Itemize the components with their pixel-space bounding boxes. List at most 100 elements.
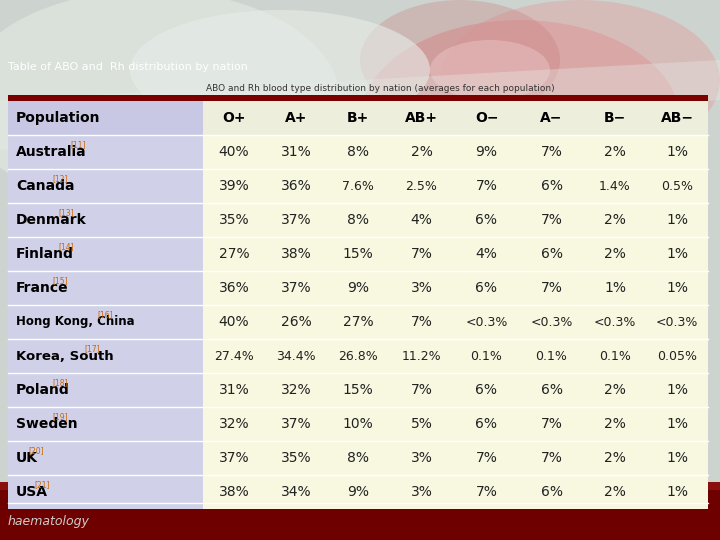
Text: [14]: [14] (58, 242, 73, 251)
Text: 7%: 7% (541, 451, 562, 465)
FancyBboxPatch shape (203, 407, 265, 441)
Text: <0.3%: <0.3% (656, 315, 698, 328)
Ellipse shape (360, 20, 680, 220)
Text: 1%: 1% (666, 383, 688, 397)
Text: 2%: 2% (604, 417, 626, 431)
Text: 7%: 7% (476, 451, 498, 465)
Text: 2%: 2% (604, 213, 626, 227)
Text: 2%: 2% (604, 485, 626, 499)
Text: 6%: 6% (475, 281, 498, 295)
FancyBboxPatch shape (327, 237, 389, 271)
FancyBboxPatch shape (584, 203, 646, 237)
FancyBboxPatch shape (8, 203, 203, 237)
Text: 7%: 7% (410, 383, 433, 397)
Text: 7.6%: 7.6% (342, 179, 374, 192)
FancyBboxPatch shape (327, 339, 389, 373)
FancyBboxPatch shape (646, 237, 708, 271)
Text: 3%: 3% (410, 451, 433, 465)
Text: 6%: 6% (541, 383, 562, 397)
FancyBboxPatch shape (389, 169, 454, 203)
FancyBboxPatch shape (646, 441, 708, 475)
Text: 7%: 7% (410, 247, 433, 261)
Text: 34%: 34% (281, 485, 311, 499)
Ellipse shape (430, 40, 550, 100)
FancyBboxPatch shape (265, 203, 327, 237)
FancyBboxPatch shape (454, 339, 519, 373)
FancyBboxPatch shape (8, 237, 203, 271)
Text: O+: O+ (222, 111, 246, 125)
FancyBboxPatch shape (8, 339, 203, 373)
FancyBboxPatch shape (454, 101, 519, 135)
Text: Korea, South: Korea, South (16, 349, 114, 362)
FancyBboxPatch shape (454, 407, 519, 441)
Text: B+: B+ (347, 111, 369, 125)
Text: 7%: 7% (476, 179, 498, 193)
Text: 0.5%: 0.5% (661, 179, 693, 192)
Ellipse shape (360, 0, 560, 120)
Text: 0.1%: 0.1% (536, 349, 567, 362)
Text: 8%: 8% (347, 213, 369, 227)
Text: [17]: [17] (84, 343, 100, 353)
Text: 1%: 1% (666, 451, 688, 465)
Text: AB+: AB+ (405, 111, 438, 125)
FancyBboxPatch shape (584, 407, 646, 441)
Text: Finland: Finland (16, 247, 74, 261)
FancyBboxPatch shape (265, 305, 327, 339)
FancyBboxPatch shape (646, 169, 708, 203)
Text: 7%: 7% (476, 485, 498, 499)
Text: 35%: 35% (219, 213, 249, 227)
Text: 35%: 35% (281, 451, 311, 465)
FancyBboxPatch shape (203, 475, 265, 509)
FancyBboxPatch shape (8, 169, 203, 203)
FancyBboxPatch shape (203, 203, 265, 237)
FancyBboxPatch shape (519, 203, 584, 237)
FancyBboxPatch shape (454, 373, 519, 407)
FancyBboxPatch shape (327, 203, 389, 237)
Text: Population: Population (16, 111, 101, 125)
Text: 1%: 1% (666, 213, 688, 227)
FancyBboxPatch shape (327, 135, 389, 169)
Text: 3%: 3% (410, 281, 433, 295)
FancyBboxPatch shape (519, 169, 584, 203)
Text: 6%: 6% (475, 383, 498, 397)
Text: 7%: 7% (541, 213, 562, 227)
FancyBboxPatch shape (519, 237, 584, 271)
FancyBboxPatch shape (646, 373, 708, 407)
FancyBboxPatch shape (519, 475, 584, 509)
Text: 0.05%: 0.05% (657, 349, 697, 362)
Text: 31%: 31% (219, 383, 249, 397)
Text: 38%: 38% (281, 247, 311, 261)
Text: 9%: 9% (475, 145, 498, 159)
FancyBboxPatch shape (203, 101, 265, 135)
FancyBboxPatch shape (646, 203, 708, 237)
FancyBboxPatch shape (646, 305, 708, 339)
Text: 7%: 7% (541, 145, 562, 159)
FancyBboxPatch shape (8, 135, 203, 169)
FancyBboxPatch shape (203, 237, 265, 271)
FancyBboxPatch shape (519, 407, 584, 441)
Text: O−: O− (474, 111, 498, 125)
Text: ABO and Rh blood type distribution by nation (averages for each population): ABO and Rh blood type distribution by na… (206, 84, 554, 93)
FancyBboxPatch shape (584, 305, 646, 339)
Text: 26%: 26% (281, 315, 311, 329)
Text: Canada: Canada (16, 179, 74, 193)
FancyBboxPatch shape (203, 271, 265, 305)
FancyBboxPatch shape (203, 373, 265, 407)
Text: [20]: [20] (28, 446, 44, 455)
Text: Table of ABO and  Rh distribution by nation: Table of ABO and Rh distribution by nati… (8, 62, 248, 72)
Text: 6%: 6% (541, 485, 562, 499)
Text: 15%: 15% (343, 383, 374, 397)
Text: 9%: 9% (347, 485, 369, 499)
FancyBboxPatch shape (584, 441, 646, 475)
FancyBboxPatch shape (265, 101, 327, 135)
Text: 40%: 40% (219, 315, 249, 329)
FancyBboxPatch shape (389, 237, 454, 271)
Text: 2.5%: 2.5% (405, 179, 438, 192)
Text: 2%: 2% (410, 145, 433, 159)
FancyBboxPatch shape (8, 373, 203, 407)
Text: USA: USA (16, 485, 48, 499)
FancyBboxPatch shape (265, 475, 327, 509)
Text: B−: B− (604, 111, 626, 125)
FancyBboxPatch shape (519, 373, 584, 407)
FancyBboxPatch shape (327, 407, 389, 441)
